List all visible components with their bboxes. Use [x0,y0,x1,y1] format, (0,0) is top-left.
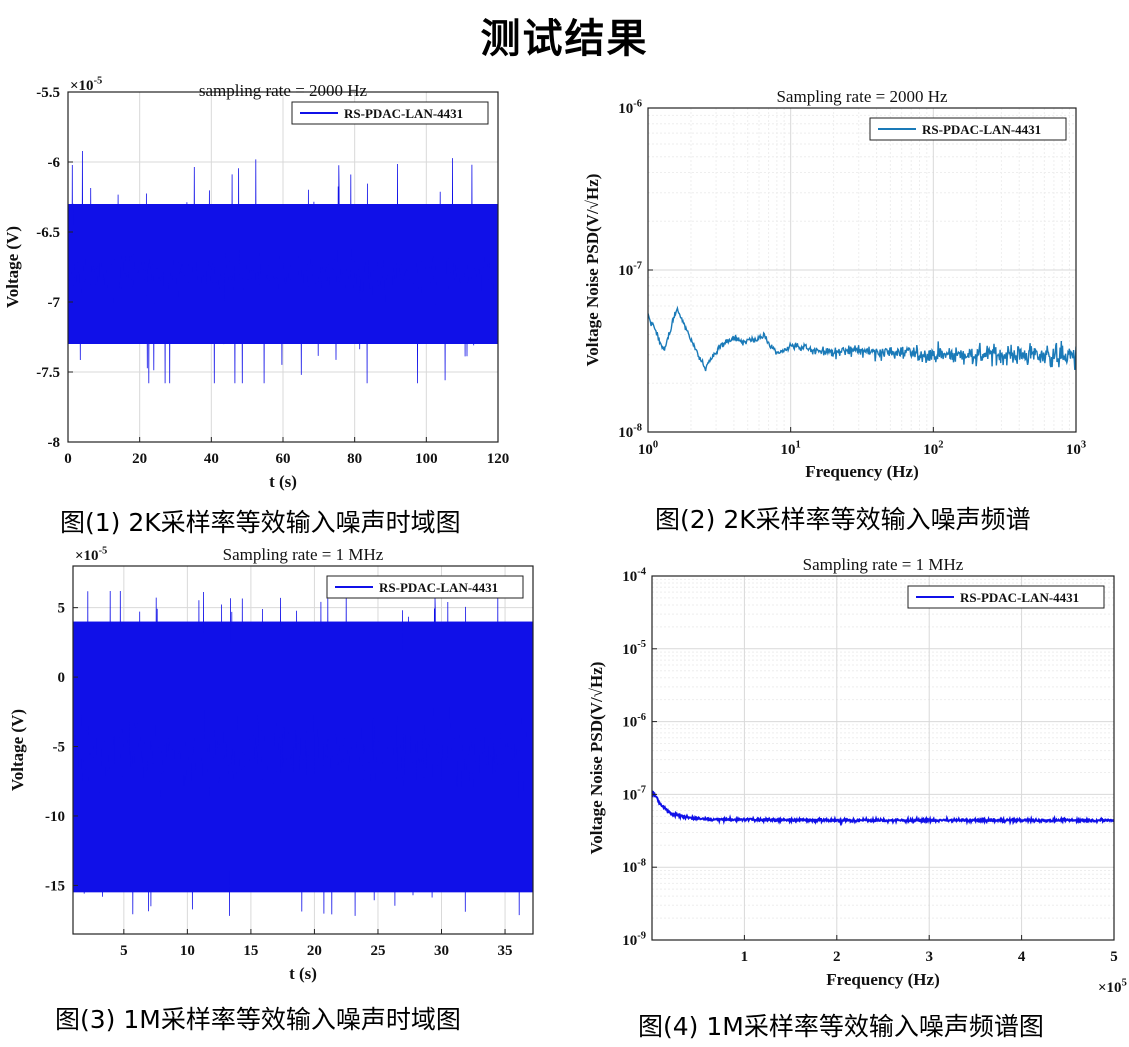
y-axis-label: Voltage (V) [8,709,27,791]
series-line-2 [73,590,533,916]
x-tick-label: 20 [132,451,147,467]
x-tick-label: 0 [64,451,72,467]
x-exponent-label: ×105 [1098,977,1127,996]
chart-4-svg: 1 2 3 4 5 10-9 10-8 10-7 10-6 10-5 10-4 Sampling ra… [587,555,1127,996]
x-tick-label: 5 [1110,949,1118,965]
y-tick-label: 10-4 [622,566,646,585]
x-tick-label: 102 [923,439,943,458]
y-tick-label: 10-6 [618,98,642,117]
legend-box [869,117,1067,141]
y-tick-label: -5 [53,740,66,756]
chart-3-svg: 5 10 15 20 25 30 35 -15 -10 -5 0 5 Sampling rate = 1… [8,545,534,983]
y-tick-label: 10-5 [622,639,646,658]
chart-title: Sampling rate = 1 MHz [803,555,964,574]
series-line-3 [652,790,1114,827]
legend-box [907,585,1105,609]
y-exponent-label: ×10-5 [70,75,102,94]
x-tick-label: 25 [370,943,385,959]
x-axis-label: Frequency (Hz) [805,462,918,481]
y-tick-label: -7.5 [36,365,60,381]
x-tick-label: 103 [1066,439,1086,458]
caption-figure-4: 图(4) 1M采样率等效输入噪声频谱图 [638,1012,1044,1041]
x-tick-label: 60 [276,451,291,467]
y-tick-label: -15 [45,878,65,894]
y-tick-label: 10-7 [618,260,642,279]
caption-figure-3: 图(3) 1M采样率等效输入噪声时域图 [55,1005,461,1034]
legend-label: RS-PDAC-LAN-4431 [960,590,1079,605]
x-tick-label: 100 [638,439,658,458]
y-tick-label: -8 [48,435,61,451]
x-tick-label: 101 [781,439,801,458]
y-tick-label: 10-6 [622,712,646,731]
x-tick-label: 30 [434,943,449,959]
y-tick-label: 10-7 [622,785,646,804]
x-tick-label: 15 [243,943,258,959]
x-tick-label: 20 [307,943,322,959]
x-axis-label: t (s) [269,472,297,491]
x-tick-label: 100 [415,451,438,467]
x-tick-label: 10 [180,943,195,959]
x-tick-label: 5 [120,943,128,959]
legend-label: RS-PDAC-LAN-4431 [379,580,498,595]
x-tick-label: 40 [204,451,219,467]
legend-box [326,575,524,599]
y-tick-label: -5.5 [36,85,60,101]
x-tick-label: 1 [741,949,749,965]
y-axis-label: Voltage Noise PSD(V/√Hz) [587,662,606,855]
x-tick-label: 35 [498,943,513,959]
x-tick-label: 3 [925,949,933,965]
y-tick-label: -6.5 [36,225,60,241]
chart-1-time-domain-2k: 0 20 40 60 80 100 120 -8 -7.5 -7 -6.5 -6 -5.5 samplin… [0,75,560,500]
page-title: 测试结果 [480,16,649,62]
axes-box [651,575,1115,941]
y-tick-label: 5 [58,601,66,617]
x-axis-label: Frequency (Hz) [826,970,939,989]
x-tick-label: 120 [487,451,510,467]
caption-figure-1: 图(1) 2K采样率等效输入噪声时域图 [60,508,461,537]
axes-box [72,565,534,935]
y-axis-label: Voltage Noise PSD(V/√Hz) [583,174,602,367]
x-tick-label: 2 [833,949,841,965]
x-tick-label: 80 [347,451,362,467]
chart-title: Sampling rate = 2000 Hz [776,87,948,106]
chart-3-time-domain-1m: 5 10 15 20 25 30 35 -15 -10 -5 0 5 Sampling rate = 1… [0,540,560,1000]
chart-1-svg: 0 20 40 60 80 100 120 -8 -7.5 -7 -6.5 -6 -5.5 samplin… [3,75,510,491]
y-exponent-label: ×10-5 [75,545,107,564]
y-axis-label: Voltage (V) [3,226,22,308]
chart-title: sampling rate = 2000 Hz [199,81,368,100]
series-line-1 [648,305,1076,372]
y-tick-label: 10-8 [618,422,642,441]
chart-title: Sampling rate = 1 MHz [223,545,384,564]
legend-box [291,101,489,125]
chart-4-psd-1m: 1 2 3 4 5 10-9 10-8 10-7 10-6 10-5 10-4 Sampling ra… [570,540,1129,1002]
x-tick-label: 4 [1018,949,1026,965]
chart-2-psd-2k: 100 101 102 103 10-8 10-7 10-6 Sampling rate = … [570,80,1129,500]
y-tick-label: -7 [48,295,61,311]
legend-label: RS-PDAC-LAN-4431 [344,106,463,121]
x-axis-label: t (s) [289,964,317,983]
caption-figure-2: 图(2) 2K采样率等效输入噪声频谱 [655,505,1031,534]
y-tick-label: 10-8 [622,857,646,876]
y-tick-label: -6 [48,155,61,171]
y-tick-label: -10 [45,809,65,825]
y-tick-label: 10-9 [622,930,646,949]
plot-area [652,576,1114,940]
chart-2-svg: 100 101 102 103 10-8 10-7 10-6 Sampling rate = … [583,87,1086,481]
legend-label: RS-PDAC-LAN-4431 [922,122,1041,137]
y-tick-label: 0 [58,670,66,686]
series-line-0 [68,150,498,384]
